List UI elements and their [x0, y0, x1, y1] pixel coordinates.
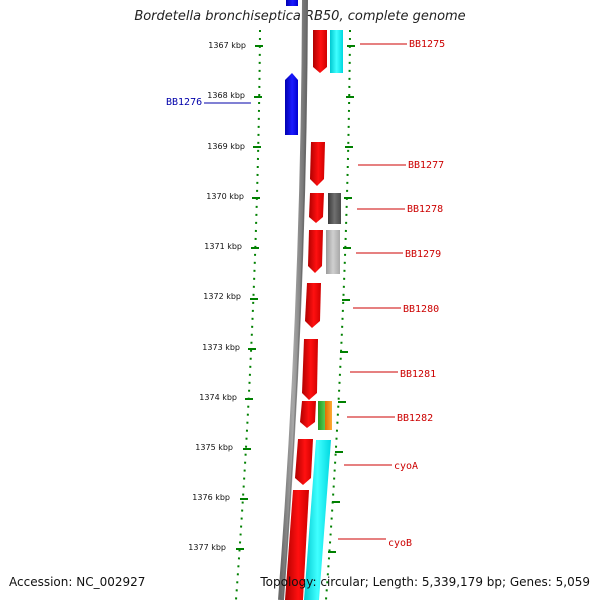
gene-bb1275[interactable]	[313, 30, 327, 73]
forward-genes	[285, 30, 327, 600]
accession-text: Accession: NC_002927	[9, 575, 146, 589]
feature-bb1279[interactable]	[326, 230, 340, 274]
gene-label-bb1275[interactable]: BB1275	[409, 39, 445, 50]
ruler-label: 1373 kbp	[202, 343, 240, 352]
gene-bb1276[interactable]	[285, 73, 298, 135]
map-title: Bordetella bronchiseptica RB50, complete…	[134, 9, 466, 24]
ruler-label: 1367 kbp	[208, 41, 246, 50]
gene-label-cyoa[interactable]: cyoA	[394, 461, 418, 472]
reverse-gene-partial	[286, 0, 298, 6]
gene-label-bb1276[interactable]: BB1276	[166, 97, 202, 108]
gene-bb1279[interactable]	[308, 230, 323, 273]
inner-ruler-track: 1367 kbp 1368 kbp 1369 kbp 1370 kbp 1371…	[188, 29, 263, 600]
ruler-label: 1372 kbp	[203, 292, 241, 301]
feature-bb1278[interactable]	[328, 193, 341, 224]
ruler-label: 1368 kbp	[207, 91, 245, 100]
gene-label-bb1279[interactable]: BB1279	[405, 249, 441, 260]
gene-bb1281[interactable]	[302, 339, 318, 400]
ruler-label: 1376 kbp	[192, 493, 230, 502]
gene-bb1282[interactable]	[300, 401, 316, 428]
gene-label-bb1282[interactable]: BB1282	[397, 413, 433, 424]
outer-dotted-track	[325, 29, 355, 600]
label-leaders	[204, 43, 407, 540]
feature-bb1282-b[interactable]	[325, 401, 332, 430]
ruler-label: 1377 kbp	[188, 543, 226, 552]
gene-cyob[interactable]	[285, 490, 309, 600]
gene-label-bb1281[interactable]: BB1281	[400, 369, 436, 380]
feature-cyo[interactable]	[304, 440, 331, 600]
gene-cyoa[interactable]	[295, 439, 313, 485]
feature-bb1275[interactable]	[330, 30, 343, 73]
gene-bb1278[interactable]	[309, 193, 324, 223]
ruler-label: 1374 kbp	[199, 393, 237, 402]
genome-backbone	[278, 0, 308, 600]
ruler-tick-marks	[236, 45, 263, 550]
feature-track	[304, 30, 343, 600]
gene-bb1280[interactable]	[305, 283, 321, 328]
gene-bb1277[interactable]	[310, 142, 325, 186]
gene-label-bb1278[interactable]: BB1278	[407, 204, 443, 215]
ruler-label: 1369 kbp	[207, 142, 245, 151]
ruler-label: 1375 kbp	[195, 443, 233, 452]
gene-label-bb1277[interactable]: BB1277	[408, 160, 444, 171]
ruler-label: 1370 kbp	[206, 192, 244, 201]
gene-label-bb1280[interactable]: BB1280	[403, 304, 439, 315]
gene-labels: BB1275 BB1276 BB1277 BB1278 BB1279 BB128…	[166, 39, 445, 549]
genome-stats-text: Topology: circular; Length: 5,339,179 bp…	[260, 575, 590, 589]
outer-tick-marks	[328, 45, 355, 553]
ruler-label: 1371 kbp	[204, 242, 242, 251]
gene-label-cyob[interactable]: cyoB	[388, 538, 412, 549]
feature-bb1282-a[interactable]	[318, 401, 325, 430]
